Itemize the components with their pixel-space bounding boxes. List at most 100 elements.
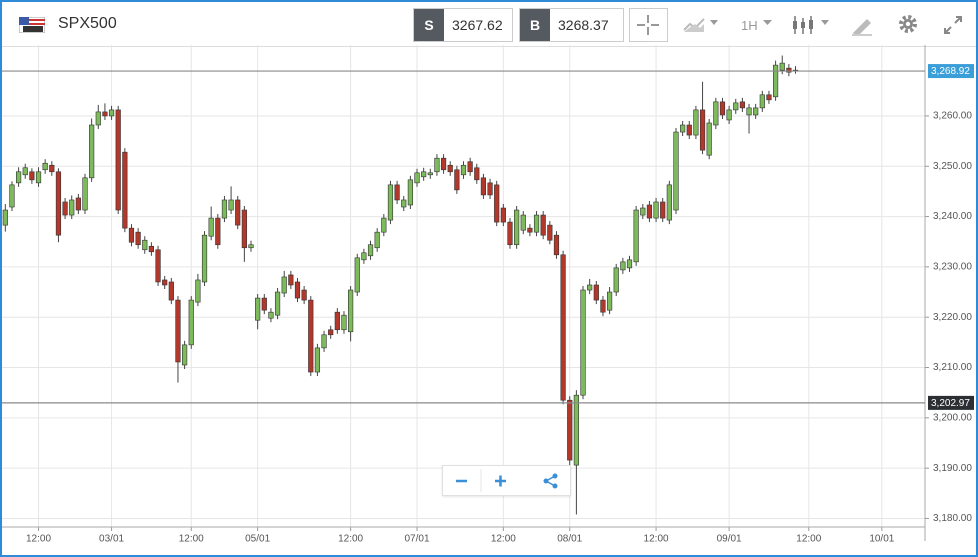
candle-body	[95, 111, 101, 126]
candle-body	[221, 199, 228, 219]
candle-body	[148, 245, 155, 253]
price-label: 3,202.97	[931, 398, 970, 409]
candle-body	[16, 171, 22, 184]
candle-body	[135, 231, 141, 246]
sell-price: 3267.62	[452, 17, 503, 33]
candle-body	[666, 184, 672, 221]
candle-body	[772, 64, 779, 98]
candle-body	[567, 399, 573, 461]
candle-body	[201, 234, 208, 283]
x-tick-label: 09/01	[717, 534, 742, 545]
candle-body	[49, 164, 55, 173]
sell-tag: S	[414, 9, 444, 41]
timeframe[interactable]: 1H	[741, 18, 758, 33]
candle-body	[248, 244, 254, 249]
candle-body	[35, 171, 42, 184]
candle-body	[560, 254, 566, 401]
y-tick-label: 3,250.00	[933, 161, 972, 172]
candle-body	[188, 299, 194, 346]
candle-body	[540, 214, 546, 236]
candle-body	[155, 249, 161, 283]
price-label-box	[928, 64, 974, 79]
candle-body	[520, 214, 526, 231]
candle-body	[427, 172, 433, 176]
candle-body	[89, 124, 95, 179]
candle-body	[553, 234, 560, 256]
candle-body	[719, 101, 726, 116]
candle-body	[527, 227, 533, 233]
chart-type-button[interactable]	[682, 14, 722, 36]
candle-body	[42, 162, 48, 171]
candle-body	[341, 314, 347, 331]
candle-body	[653, 201, 659, 219]
candle-body	[142, 239, 148, 251]
share-button[interactable]	[543, 473, 558, 489]
candle-body	[261, 297, 267, 311]
flag-icon	[19, 17, 45, 33]
x-tick-label: 12:00	[491, 534, 516, 545]
candle-body	[9, 184, 15, 208]
candle-body	[294, 281, 301, 299]
candle-body	[255, 297, 261, 321]
candle-body	[374, 231, 380, 249]
candle-body	[693, 109, 699, 136]
x-tick-label: 05/01	[245, 534, 270, 545]
symbol: SPX500	[58, 15, 117, 32]
candle-body	[268, 311, 274, 319]
candle-body	[680, 124, 686, 133]
candle-body	[460, 164, 467, 176]
candle-body	[75, 197, 81, 211]
candle-body	[633, 209, 639, 263]
candle-body	[626, 259, 633, 269]
candle-body	[215, 217, 221, 246]
x-tick-label: 03/01	[99, 534, 124, 545]
candle-body	[288, 274, 294, 286]
candle-body	[699, 109, 706, 151]
buy-tag: B	[520, 9, 550, 41]
candle-body	[168, 281, 174, 301]
candle-body	[766, 94, 772, 101]
crosshair-icon	[637, 15, 659, 35]
fullscreen-button[interactable]	[942, 14, 964, 36]
candle-body	[573, 394, 579, 466]
y-tick-label: 3,190.00	[933, 463, 972, 474]
candle-body	[361, 252, 367, 261]
candle-body	[2, 209, 8, 226]
candle-body	[128, 227, 135, 243]
candle-body	[182, 344, 188, 366]
candle-body	[500, 207, 506, 223]
draw-tool-button[interactable]	[850, 14, 874, 36]
y-tick-label: 3,240.00	[933, 211, 972, 222]
toolbar: SPX500 S 3267.62 B 3268.37 1H	[2, 2, 976, 47]
candle-body	[587, 284, 593, 291]
candle-body	[746, 107, 752, 116]
settings-button[interactable]	[897, 13, 919, 35]
y-tick-label: 3,200.00	[933, 412, 972, 423]
x-tick-label: 08/01	[557, 534, 582, 545]
candle-body	[321, 334, 327, 349]
candle-body	[122, 151, 128, 229]
candle-body	[195, 279, 201, 303]
candle-body	[467, 161, 473, 173]
candle-body	[175, 299, 181, 363]
price-label: 3,268.92	[931, 66, 970, 77]
candle-body	[281, 276, 287, 294]
candle-body	[660, 201, 666, 219]
candle-body	[334, 311, 340, 331]
crosshair-button[interactable]	[629, 8, 668, 42]
zoom-controls	[442, 465, 571, 496]
candle-body	[606, 291, 613, 311]
candle-body	[739, 101, 745, 109]
candle-body	[115, 109, 121, 211]
sell-button[interactable]: S 3267.62	[413, 8, 513, 42]
candle-body	[421, 171, 427, 178]
candle-type-button[interactable]	[791, 14, 833, 36]
buy-button[interactable]: B 3268.37	[519, 8, 624, 42]
candle-body	[314, 347, 321, 373]
candle-body	[348, 289, 354, 333]
timeframe-caret	[763, 20, 772, 25]
x-tick-label: 12:00	[26, 534, 51, 545]
y-tick-label: 3,220.00	[933, 312, 972, 323]
candle-body	[407, 179, 413, 206]
